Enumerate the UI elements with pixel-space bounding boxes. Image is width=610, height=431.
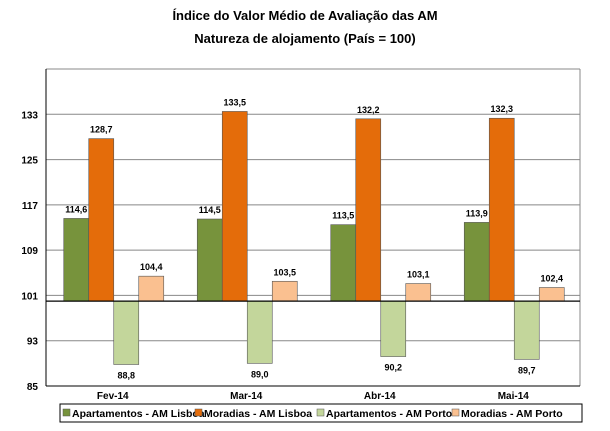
legend-label: Moradias - AM Porto <box>461 408 563 420</box>
x-tick-label: Abr-14 <box>364 391 396 402</box>
bar-0-0 <box>63 218 90 302</box>
data-label: 114,6 <box>65 204 87 214</box>
data-label: 133,5 <box>223 97 246 107</box>
bar-0-1 <box>196 218 223 302</box>
bar-1-1 <box>221 111 248 302</box>
bar-2-1 <box>246 300 273 364</box>
y-tick-label: 109 <box>21 246 38 257</box>
x-tick-label: Mar-14 <box>230 391 263 402</box>
data-label: 113,5 <box>332 211 354 221</box>
data-label: 88,8 <box>117 370 135 380</box>
legend-swatch-1 <box>194 408 203 417</box>
legend-swatch-3 <box>451 408 460 417</box>
y-tick-label: 101 <box>21 291 38 302</box>
y-tick-label: 93 <box>27 337 39 348</box>
x-tick-label: Fev-14 <box>97 391 129 402</box>
bar-2-0 <box>113 300 140 365</box>
data-label: 132,2 <box>357 105 380 115</box>
x-tick-label: Mai-14 <box>498 391 530 402</box>
data-label: 89,0 <box>251 369 269 379</box>
bar-1-2 <box>355 118 382 302</box>
legend-label: Moradias - AM Lisboa <box>204 408 312 420</box>
bar-1-0 <box>88 138 115 302</box>
data-label: 90,2 <box>384 363 402 373</box>
bar-0-3 <box>463 222 490 302</box>
y-tick-label: 117 <box>22 201 39 212</box>
data-label: 103,5 <box>273 267 296 277</box>
chart-subtitle: Natureza de alojamento (País = 100) <box>194 31 415 46</box>
data-label: 128,7 <box>90 125 113 135</box>
bar-0-2 <box>330 224 357 302</box>
y-tick-label: 133 <box>21 110 38 121</box>
y-tick-label: 125 <box>21 156 38 167</box>
bar-3-1 <box>271 280 298 302</box>
legend-swatch-2 <box>316 408 325 417</box>
data-label: 89,7 <box>518 365 536 375</box>
data-label: 132,3 <box>490 104 513 114</box>
bar-1-3 <box>488 117 515 302</box>
bar-3-0 <box>138 275 165 302</box>
chart-title: Índice do Valor Médio de Avaliação das A… <box>172 8 437 23</box>
y-tick-label: 85 <box>27 382 39 393</box>
bar-2-3 <box>513 300 540 360</box>
bar-2-2 <box>380 300 407 357</box>
legend-swatch-0 <box>62 408 71 417</box>
bar-3-3 <box>538 287 565 302</box>
data-label: 103,1 <box>407 270 430 280</box>
legend-label: Apartamentos - AM Porto <box>326 408 452 420</box>
data-label: 102,4 <box>540 274 563 284</box>
bar-3-2 <box>405 283 432 302</box>
data-label: 104,4 <box>140 262 163 272</box>
data-label: 114,5 <box>199 205 221 215</box>
data-label: 113,9 <box>466 208 488 218</box>
legend-label: Apartamentos - AM Lisboa <box>72 408 205 420</box>
